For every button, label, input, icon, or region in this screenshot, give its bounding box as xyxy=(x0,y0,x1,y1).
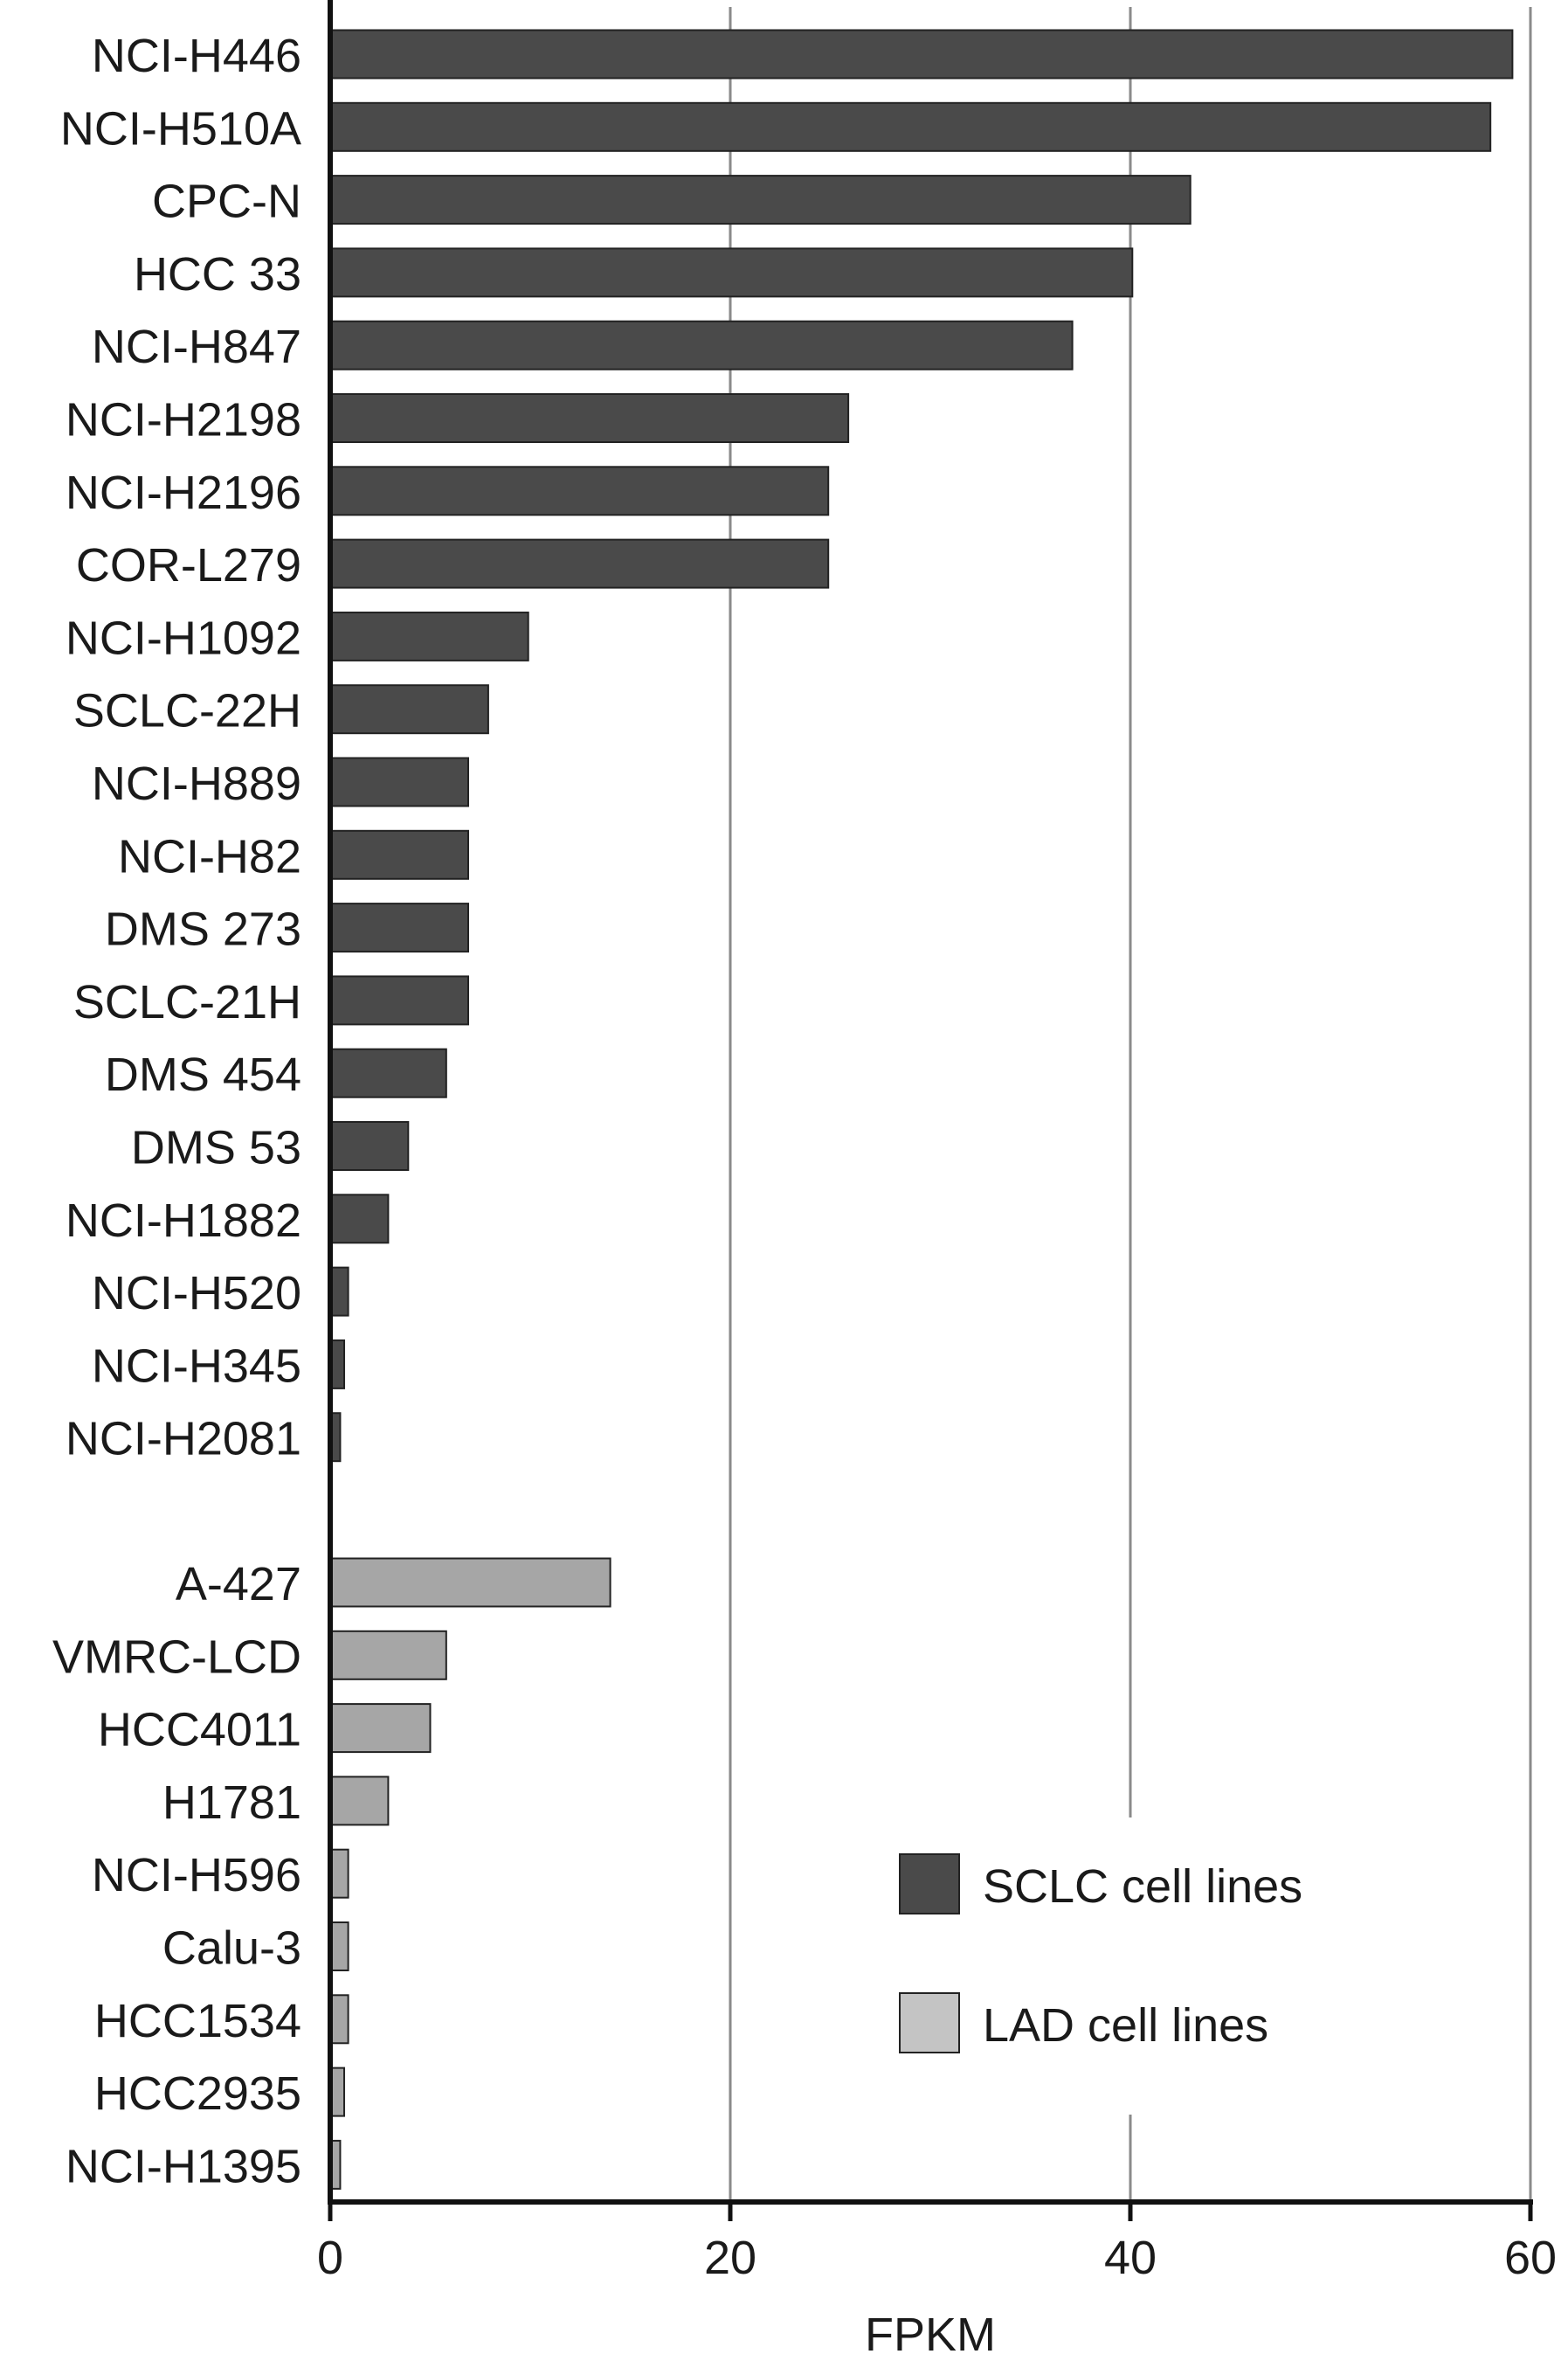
category-label: DMS 53 xyxy=(131,1122,301,1174)
category-label: NCI-H2196 xyxy=(66,467,301,519)
category-label: HCC1534 xyxy=(94,1995,301,2047)
axes: 0 20 40 60 xyxy=(317,0,1557,2284)
legend: SCLC cell lines LAD cell lines xyxy=(834,1817,1302,2115)
bar-nci-h2196 xyxy=(329,466,830,516)
category-label: DMS 273 xyxy=(105,904,301,956)
bar-nci-h596 xyxy=(329,1848,349,1899)
bar-nci-h510a xyxy=(329,101,1492,152)
category-label: NCI-H847 xyxy=(92,321,301,373)
bar-nci-h1882 xyxy=(329,1194,390,1244)
bar-dms-454 xyxy=(329,1048,447,1098)
bar-nci-h889 xyxy=(329,757,470,807)
category-label: NCI-H345 xyxy=(92,1340,301,1392)
bar-hcc-33 xyxy=(329,247,1134,298)
category-label: NCI-H446 xyxy=(92,30,301,82)
bar-dms-53 xyxy=(329,1121,410,1171)
category-label: H1781 xyxy=(162,1776,301,1829)
x-axis-title: FPKM xyxy=(865,2309,996,2361)
category-label: NCI-H596 xyxy=(92,1849,301,1901)
bar-nci-h446 xyxy=(329,29,1514,80)
bar-sclc-22h xyxy=(329,684,489,735)
bar-vmrc-lcd xyxy=(329,1630,447,1680)
category-label: NCI-H889 xyxy=(92,758,301,810)
category-label: NCI-H520 xyxy=(92,1267,301,1319)
bar-dms-273 xyxy=(329,903,470,953)
category-label: SCLC-22H xyxy=(73,685,301,737)
category-label: HCC 33 xyxy=(134,248,301,301)
legend-swatch-sclc-cell-lines xyxy=(899,1853,960,1914)
category-label: NCI-H1395 xyxy=(66,2140,301,2192)
legend-label-lad-cell-lines: LAD cell lines xyxy=(983,1999,1268,2052)
category-label: VMRC-LCD xyxy=(52,1631,301,1683)
category-label: A-427 xyxy=(176,1558,301,1610)
category-label: Calu-3 xyxy=(162,1922,301,1975)
x-tick-label: 0 xyxy=(317,2232,343,2284)
bar-calu-3 xyxy=(329,1921,349,1971)
bar-hcc1534 xyxy=(329,1994,349,2045)
bar-sclc-21h xyxy=(329,975,470,1026)
category-label: NCI-H510A xyxy=(60,102,301,155)
x-tick-label: 60 xyxy=(1504,2232,1557,2284)
bar-nci-h520 xyxy=(329,1266,349,1317)
category-label: SCLC-21H xyxy=(73,976,301,1028)
bars xyxy=(329,29,1514,2190)
category-label: NCI-H1882 xyxy=(66,1194,301,1247)
category-label: NCI-H2081 xyxy=(66,1413,301,1465)
bar-a-427 xyxy=(329,1557,611,1608)
category-label: CPC-N xyxy=(152,176,301,228)
category-label: NCI-H2198 xyxy=(66,394,301,447)
bar-cpc-n xyxy=(329,175,1192,225)
category-label: DMS 454 xyxy=(105,1049,301,1101)
legend-swatch-lad-cell-lines xyxy=(899,1992,960,2053)
x-tick-label: 20 xyxy=(704,2232,756,2284)
category-labels: NCI-H446 NCI-H510A CPC-N HCC 33 NCI-H847 NCI-… xyxy=(52,30,301,2192)
bar-hcc4011 xyxy=(329,1703,432,1754)
bar-nci-h2198 xyxy=(329,393,850,443)
x-tick-label: 40 xyxy=(1104,2232,1157,2284)
bar-h1781 xyxy=(329,1776,390,1826)
category-label: HCC2935 xyxy=(94,2067,301,2120)
category-label: HCC4011 xyxy=(98,1704,301,1756)
bar-cor-l279 xyxy=(329,538,830,589)
category-label: NCI-H1092 xyxy=(66,612,301,664)
bar-nci-h847 xyxy=(329,320,1074,370)
category-label: COR-L279 xyxy=(76,539,301,592)
bar-nci-h82 xyxy=(329,829,470,880)
legend-label-sclc-cell-lines: SCLC cell lines xyxy=(983,1860,1302,1913)
category-label: NCI-H82 xyxy=(118,830,301,883)
bar-nci-h1092 xyxy=(329,611,529,661)
